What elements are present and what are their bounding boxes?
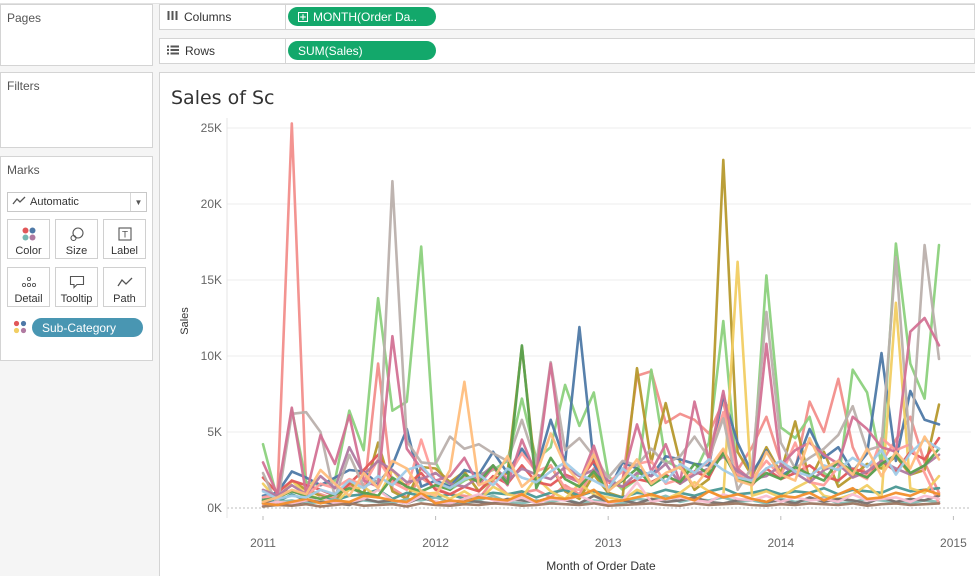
y-tick-label: 15K (201, 273, 222, 287)
path-button[interactable]: Path (103, 267, 146, 307)
marks-card: Marks Automatic ▼ Color (0, 156, 153, 361)
pages-title: Pages (7, 11, 42, 25)
x-axis-title: Month of Order Date (546, 559, 656, 573)
detail-button[interactable]: Detail (7, 267, 50, 307)
x-tick-label: 2013 (595, 536, 622, 550)
columns-pill-text: MONTH(Order Da.. (313, 9, 418, 24)
rows-pill-text: SUM(Sales) (298, 43, 363, 58)
label-button[interactable]: T Label (103, 219, 146, 259)
size-button-label: Size (65, 245, 88, 257)
line-mark-icon (8, 195, 30, 209)
expand-plus-icon[interactable] (298, 11, 308, 22)
x-tick-label: 2012 (422, 536, 449, 550)
series-line (261, 380, 941, 504)
marks-title: Marks (7, 163, 40, 177)
columns-label-text: Columns (184, 10, 232, 24)
series-line (261, 486, 941, 507)
path-icon (116, 272, 133, 292)
mark-type-label: Automatic (30, 196, 79, 208)
path-button-label: Path (113, 293, 136, 305)
x-tick-label: 2014 (767, 536, 794, 550)
y-tick-label: 20K (201, 197, 222, 211)
pages-shelf[interactable]: Pages (0, 4, 153, 66)
rows-shelf-label: Rows (160, 39, 286, 63)
rows-label-text: Rows (185, 44, 216, 58)
mark-type-dropdown[interactable]: Automatic ▼ (7, 192, 147, 212)
sum-sales-pill[interactable]: SUM(Sales) (288, 41, 436, 60)
sub-category-pill[interactable]: Sub-Category (32, 318, 143, 337)
rows-icon (167, 44, 179, 58)
label-icon: T (117, 224, 132, 244)
filters-title: Filters (7, 79, 40, 93)
tooltip-button-label: Tooltip (60, 293, 93, 305)
month-order-date-pill[interactable]: MONTH(Order Da.. (288, 7, 436, 26)
y-tick-label: 25K (201, 121, 222, 135)
y-axis-title: Sales (179, 307, 191, 335)
chart-title: Sales of Sc (171, 87, 275, 109)
color-encoding-icon (13, 320, 27, 334)
detail-button-label: Detail (14, 293, 43, 305)
detail-dots-icon (21, 272, 37, 292)
series-line (261, 179, 941, 507)
rows-shelf[interactable]: Rows SUM(Sales) (159, 38, 975, 64)
svg-text:T: T (121, 231, 128, 241)
x-tick-label: 2011 (250, 536, 276, 550)
series-line (261, 242, 941, 501)
series-line (261, 344, 941, 502)
tooltip-button[interactable]: Tooltip (55, 267, 98, 307)
y-tick-label: 5K (207, 425, 222, 439)
label-button-label: Label (111, 245, 138, 257)
viz-canvas: Sales of Sc 0K 5K 10K 15K 20K 25K 2011 2012 2013… (159, 72, 975, 576)
columns-shelf-label: Columns (160, 5, 286, 29)
y-tick-label: 0K (207, 501, 222, 515)
filters-shelf[interactable]: Filters (0, 72, 153, 148)
chevron-down-icon[interactable]: ▼ (130, 193, 146, 211)
color-button-label: Color (15, 245, 42, 257)
columns-shelf[interactable]: Columns MONTH(Order Da.. (159, 4, 975, 30)
series-line (261, 158, 941, 507)
x-tick-label: 2015 (940, 536, 967, 550)
size-icon (69, 224, 85, 244)
color-button[interactable]: Color (7, 219, 50, 259)
series-line (261, 494, 941, 507)
y-tick-label: 10K (201, 349, 222, 363)
line-chart: 0K 5K 10K 15K 20K 25K 2011 2012 2013 2014 2015 Mont… (179, 118, 971, 573)
size-button[interactable]: Size (55, 219, 98, 259)
tooltip-icon (69, 272, 85, 292)
columns-icon (167, 10, 178, 24)
top-strip (0, 0, 975, 4)
color-dots-icon (21, 224, 37, 244)
series-line (261, 502, 941, 508)
